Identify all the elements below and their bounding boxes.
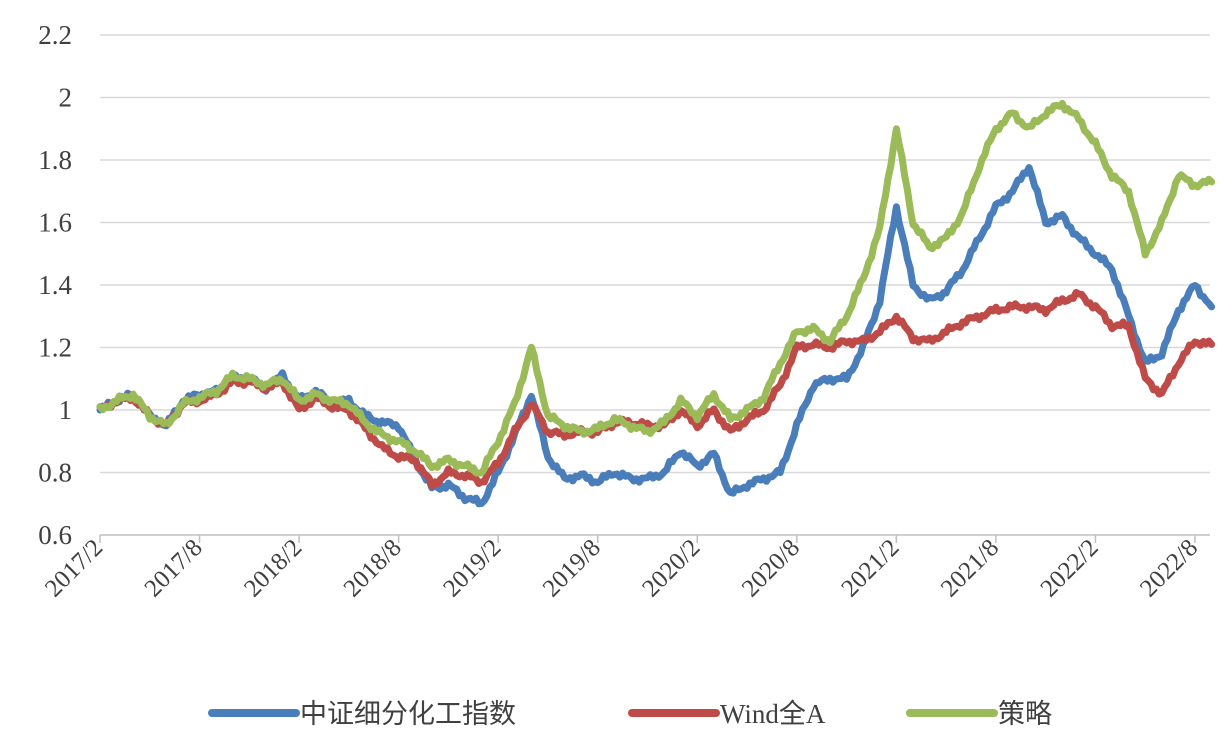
x-tick-label: 2019/8 xyxy=(538,534,606,602)
y-tick-label: 2.2 xyxy=(38,20,72,50)
y-tick-label: 1.6 xyxy=(38,208,72,238)
legend-label-1: Wind全A xyxy=(720,699,826,729)
x-tick-label: 2021/2 xyxy=(836,534,904,602)
gridlines xyxy=(100,34,1210,474)
x-tick-label: 2017/8 xyxy=(140,534,208,602)
x-tick-label: 2022/2 xyxy=(1035,534,1103,602)
legend-label-0: 中证细分化工指数 xyxy=(300,699,516,729)
series-lines xyxy=(96,99,1216,508)
y-tick-label: 0.6 xyxy=(38,520,72,550)
y-axis-ticks: 0.6 0.8 1 1.2 1.4 1.6 1.8 2 2.2 xyxy=(38,20,72,550)
x-tick-label: 2019/2 xyxy=(438,534,506,602)
series-line-2 xyxy=(96,99,1216,477)
y-tick-label: 1.2 xyxy=(38,333,72,363)
x-tick-label: 2018/2 xyxy=(239,534,307,602)
y-tick-label: 1.4 xyxy=(38,270,72,300)
legend-label-2: 策略 xyxy=(998,699,1052,729)
x-tick-label: 2018/8 xyxy=(339,534,407,602)
y-tick-label: 0.8 xyxy=(38,458,72,488)
x-tick-label: 2021/8 xyxy=(936,534,1004,602)
y-tick-label: 1 xyxy=(59,395,73,425)
x-tick-label: 2020/8 xyxy=(737,534,805,602)
x-tick-label: 2022/8 xyxy=(1135,534,1203,602)
legend: 中证细分化工指数 Wind全A 策略 xyxy=(208,699,1052,729)
series-line-1 xyxy=(96,288,1216,490)
y-tick-label: 1.8 xyxy=(38,145,72,175)
y-tick-label: 2 xyxy=(59,83,73,113)
x-tick-label: 2020/2 xyxy=(637,534,705,602)
series-line-0 xyxy=(96,164,1216,508)
x-axis: 2017/2 2017/8 2018/2 2018/8 2019/2 2019/8 2020… xyxy=(40,534,1210,602)
